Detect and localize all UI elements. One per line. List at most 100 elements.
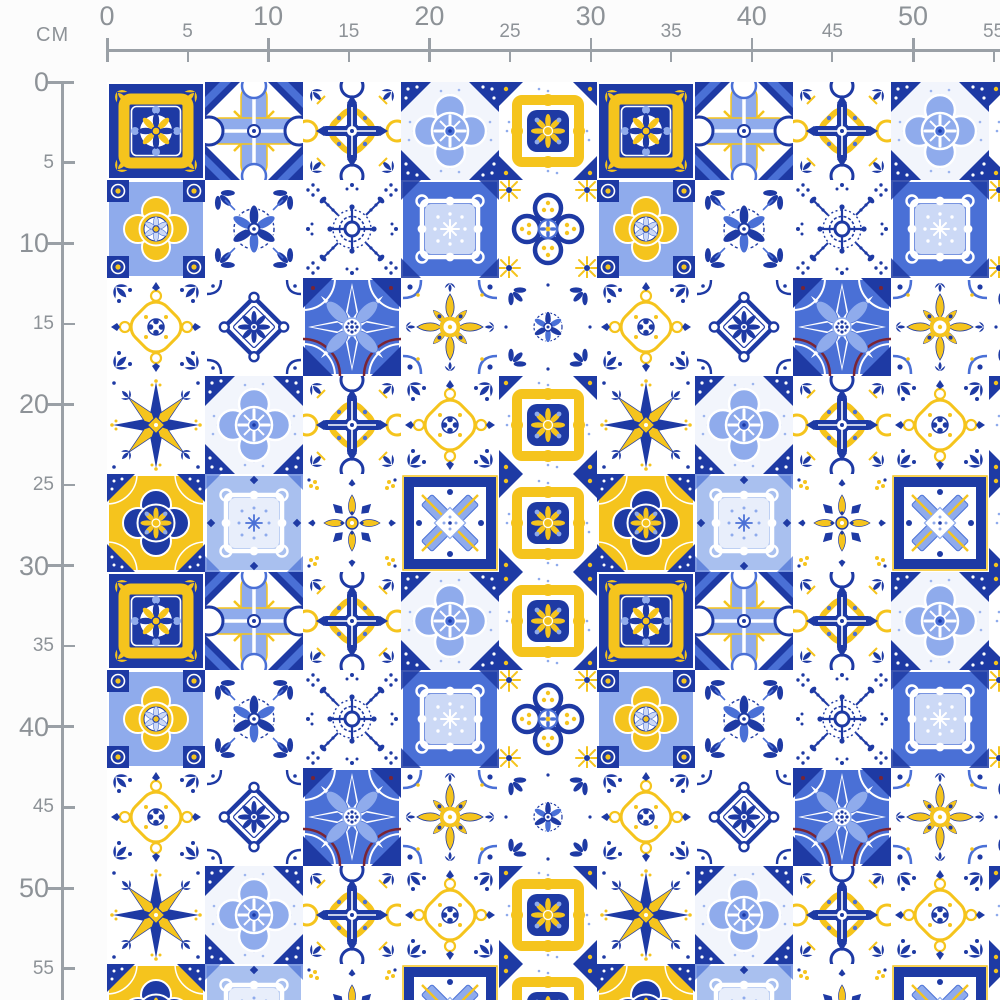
pattern-tile-yellowFrameMedallion: [989, 572, 1000, 670]
h-ruler-label: 0: [99, 1, 115, 31]
pattern-tile-sunburst: [891, 768, 989, 866]
pattern-tile-wavyQuatrefoil: [891, 866, 989, 964]
vertical-ruler-line: [61, 82, 64, 1000]
pattern-tile-yellowQuatrefoil: [597, 964, 695, 1000]
pattern-tile-rayCross: [597, 376, 695, 474]
pattern-tile-crossCircles: [205, 82, 303, 180]
h-ruler-tick: [992, 49, 995, 62]
pattern-tile-sunburst: [401, 768, 499, 866]
pattern-tile-smallPinwheel: [989, 278, 1000, 376]
v-ruler-tick: [61, 322, 75, 326]
v-ruler-tick: [48, 402, 74, 406]
v-ruler-tick: [48, 241, 74, 245]
pattern-tile-scrollLozenge: [695, 768, 793, 866]
pattern-tile-lightScrollFrame: [695, 964, 793, 1000]
pattern-tile-frameRosette: [107, 82, 205, 180]
pattern-tile-yellowFrameMedallion: [499, 474, 597, 572]
pattern-tile-ornateCross: [303, 866, 401, 964]
h-ruler-tick: [912, 38, 915, 62]
pattern-tile-quatrefoilRings: [499, 670, 597, 768]
pattern-tile-floralCross: [793, 474, 891, 572]
pattern-tile-pinwheel: [205, 180, 303, 278]
pattern-tile-sunburst: [401, 278, 499, 376]
v-ruler-label: 15: [32, 312, 54, 334]
h-ruler-label: 15: [338, 21, 360, 42]
pattern-tile-speckQuatrefoil: [891, 572, 989, 670]
pattern-tile-starBurst: [793, 768, 891, 866]
v-ruler-tick: [61, 161, 75, 164]
h-ruler-label: 50: [897, 1, 929, 31]
pattern-tile-lbYellowQuatrefoil: [597, 180, 695, 278]
pattern-tile-wavyQuatrefoil: [597, 278, 695, 376]
h-ruler-tick: [750, 38, 754, 62]
pattern-tile-scrollLozenge: [695, 278, 793, 376]
v-ruler-tick: [48, 886, 74, 890]
h-ruler-label: 30: [575, 1, 606, 31]
pattern-tile-laceMedallion: [303, 670, 401, 768]
pattern-tile-rayCross: [597, 866, 695, 964]
v-ruler-tick: [61, 806, 75, 809]
pattern-tile-ornateCross: [303, 572, 401, 670]
h-ruler-tick: [106, 38, 109, 62]
pattern-tile-yellowFrameMedallion: [499, 82, 597, 180]
h-ruler-label: 40: [736, 1, 767, 31]
pattern-tile-yellowFrameMedallion: [989, 964, 1000, 1000]
h-ruler-label: 25: [499, 21, 521, 42]
pattern-tile-yellowQuatrefoil: [597, 474, 695, 572]
v-ruler-label: 0: [33, 67, 49, 97]
v-ruler-label: 40: [18, 711, 49, 742]
h-ruler-tick: [589, 38, 593, 62]
pattern-tile-smallPinwheel: [499, 768, 597, 866]
pattern-swatch: [107, 82, 1000, 1000]
pattern-tile-ornateCross: [793, 376, 891, 474]
pattern-tile-smallPinwheel: [499, 278, 597, 376]
horizontal-ruler-line: [107, 49, 1000, 52]
pattern-tile-frameRosette: [597, 572, 695, 670]
pattern-tile-speckQuatrefoil: [401, 572, 499, 670]
pattern-tile-laceMedallion: [793, 180, 891, 278]
pattern-tile-wavyQuatrefoil: [891, 376, 989, 474]
pattern-tile-crossCircles: [205, 572, 303, 670]
v-ruler-tick: [61, 483, 75, 487]
pattern-tile-wavyQuatrefoil: [597, 768, 695, 866]
v-ruler-tick: [48, 80, 74, 84]
pattern-tile-speckQuatrefoil: [695, 866, 793, 964]
pattern-tile-floralCross: [793, 964, 891, 1000]
pattern-tile-wavyQuatrefoil: [401, 866, 499, 964]
h-ruler-label: 10: [253, 1, 284, 31]
pattern-tile-yellowFrameMedallion: [989, 474, 1000, 572]
pattern-tile-scrollLozenge: [205, 278, 303, 376]
pattern-tile-rayCross: [107, 376, 205, 474]
v-ruler-label: 45: [32, 796, 54, 818]
h-ruler-label: 35: [660, 21, 682, 42]
pattern-tile-yellowFrameMedallion: [499, 572, 597, 670]
v-ruler-label: 55: [32, 957, 54, 979]
pattern-tile-yellowFrameMedallion: [989, 82, 1000, 180]
pattern-tile-rayCross: [107, 866, 205, 964]
v-ruler-tick: [61, 644, 75, 648]
pattern-tile-lbYellowQuatrefoil: [597, 670, 695, 768]
v-ruler-tick: [48, 564, 74, 568]
pattern-tile-xTile: [401, 964, 499, 1000]
pattern-tile-ornateCross: [303, 82, 401, 180]
pattern-tile-ornateCross: [303, 376, 401, 474]
pattern-tile-scrollFrame: [891, 180, 989, 278]
h-ruler-label: 45: [821, 21, 843, 42]
pattern-tile-yellowFrameMedallion: [989, 866, 1000, 964]
pattern-tile-starBurst: [303, 278, 401, 376]
pattern-tile-lightScrollFrame: [695, 474, 793, 572]
h-ruler-tick: [831, 49, 834, 62]
h-ruler-tick: [509, 49, 511, 62]
pattern-tile-ornateCross: [793, 866, 891, 964]
pattern-tile-speckQuatrefoil: [205, 866, 303, 964]
pattern-tile-quatrefoilRings: [989, 670, 1000, 768]
pattern-tile-scrollFrame: [401, 670, 499, 768]
pattern-tile-wavyQuatrefoil: [107, 278, 205, 376]
v-ruler-label: 25: [32, 474, 54, 495]
v-ruler-tick: [48, 725, 74, 729]
pattern-tile-pinwheel: [205, 670, 303, 768]
pattern-tile-xTile: [891, 474, 989, 572]
pattern-tile-scrollFrame: [891, 670, 989, 768]
pattern-tile-ornateCross: [793, 572, 891, 670]
pattern-tile-laceMedallion: [793, 670, 891, 768]
